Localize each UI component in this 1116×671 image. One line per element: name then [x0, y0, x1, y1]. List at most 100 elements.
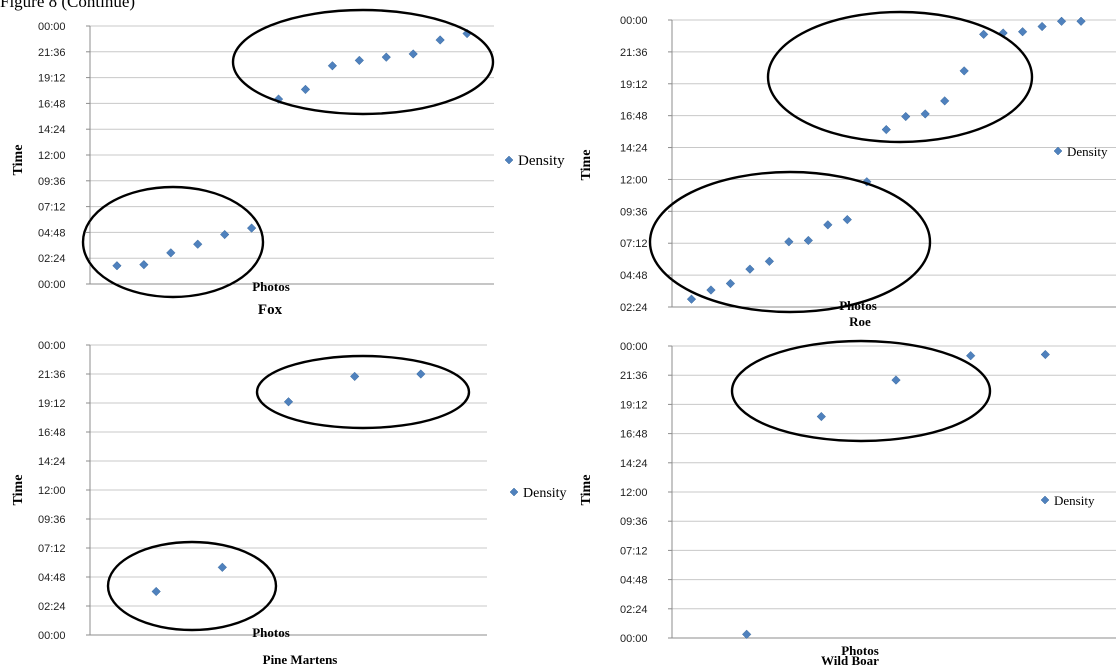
y-tick-label: 16:48 — [38, 427, 66, 439]
data-point — [1056, 16, 1067, 26]
legend-marker — [1040, 495, 1050, 505]
y-tick-label: 07:12 — [38, 202, 66, 214]
y-tick-label: 19:12 — [620, 399, 648, 411]
data-point — [381, 52, 391, 62]
figure-caption: Figure 8 (Continue) — [0, 0, 136, 11]
chart-title: Fox — [258, 302, 283, 318]
y-axis-label: Time — [11, 475, 26, 506]
annotation-ellipse — [766, 10, 1034, 144]
legend-marker — [509, 487, 519, 497]
y-tick-label: 04:48 — [38, 227, 66, 239]
data-point — [842, 214, 852, 225]
x-axis-label: Photos — [252, 625, 290, 640]
data-point — [139, 259, 149, 270]
y-tick-label: 16:48 — [620, 111, 648, 123]
legend-label: Density — [523, 486, 567, 501]
data-point — [686, 294, 697, 304]
data-point — [803, 235, 814, 246]
y-tick-label: 12:00 — [38, 150, 66, 162]
y-tick-label: 00:00 — [38, 340, 66, 352]
data-point — [220, 229, 230, 240]
y-tick-label: 19:12 — [38, 398, 66, 410]
x-axis-label: Photos — [839, 298, 877, 313]
y-tick-label: 07:12 — [620, 545, 648, 557]
data-point — [435, 35, 445, 45]
data-point — [1040, 349, 1050, 360]
annotation-ellipse — [255, 354, 471, 430]
data-point — [408, 49, 418, 59]
data-point — [706, 285, 716, 295]
annotation-ellipse — [81, 185, 265, 299]
y-tick-label: 00:00 — [38, 630, 66, 642]
y-tick-label: 00:00 — [620, 15, 648, 27]
data-point — [327, 61, 338, 71]
annotation-ellipse — [648, 170, 932, 314]
y-tick-label: 07:12 — [620, 238, 648, 250]
data-point — [742, 629, 752, 640]
annotation-ellipse — [106, 540, 278, 632]
chart-title: Roe — [849, 314, 871, 329]
roe-chart: 02:24 04:48 07:12 09:36 12:00 14:24 16:48 19:12… — [579, 10, 1116, 329]
y-tick-label: 14:24 — [38, 124, 66, 136]
data-point — [1017, 27, 1028, 37]
chart-title: Pine Martens — [263, 652, 338, 667]
data-point — [978, 29, 989, 40]
data-point — [959, 66, 969, 76]
y-tick-label: 02:24 — [38, 601, 66, 613]
y-tick-label: 09:36 — [38, 176, 66, 188]
data-point — [940, 96, 950, 106]
data-point — [246, 223, 257, 233]
data-point — [725, 278, 736, 289]
data-point — [354, 55, 364, 66]
data-point — [745, 264, 755, 274]
y-tick-label: 16:48 — [38, 98, 66, 110]
y-axis-label: Time — [11, 145, 26, 176]
y-tick-label: 02:24 — [620, 302, 648, 314]
y-tick-label: 00:00 — [38, 279, 66, 291]
annotation-ellipse — [231, 8, 495, 116]
y-tick-label: 12:00 — [620, 174, 648, 186]
legend-marker — [504, 155, 514, 165]
x-axis-label: Photos — [252, 279, 290, 294]
data-point — [416, 369, 426, 379]
legend-label: Density — [518, 153, 565, 169]
data-point — [966, 351, 976, 361]
annotation-ellipse — [730, 339, 992, 443]
y-tick-label: 04:48 — [38, 572, 66, 584]
y-tick-label: 00:00 — [38, 21, 66, 33]
data-point — [784, 237, 794, 247]
y-tick-label: 21:36 — [620, 47, 648, 59]
data-point — [816, 411, 826, 422]
chart-title: Wild Boar — [821, 653, 879, 668]
y-tick-label: 00:00 — [620, 341, 648, 353]
data-point — [920, 109, 930, 119]
fox-chart: 00:00 02:24 04:48 07:12 09:36 12:00 14:24 16:48… — [11, 8, 565, 318]
y-axis-label: Time — [579, 150, 594, 181]
wild-boar-chart: 00:00 02:24 04:48 07:12 09:36 12:00 14:24 16:48… — [579, 339, 1116, 668]
y-tick-label: 21:36 — [38, 47, 66, 59]
data-point — [300, 84, 311, 95]
data-point — [881, 124, 891, 135]
y-tick-label: 09:36 — [620, 206, 648, 218]
data-point — [217, 562, 227, 572]
x-axis-label: Photos — [841, 643, 879, 658]
data-point — [1037, 21, 1047, 32]
legend-label: Density — [1067, 144, 1108, 159]
y-tick-label: 21:36 — [38, 369, 66, 381]
y-tick-label: 12:00 — [38, 485, 66, 497]
data-point — [283, 397, 294, 407]
y-tick-label: 02:24 — [38, 253, 66, 265]
data-point — [901, 111, 911, 122]
y-tick-label: 07:12 — [38, 543, 66, 555]
data-point — [166, 248, 176, 258]
data-point — [764, 256, 775, 266]
y-tick-label: 12:00 — [620, 487, 648, 499]
y-axis-label: Time — [579, 475, 594, 506]
y-tick-label: 14:24 — [38, 456, 66, 468]
y-tick-label: 09:36 — [620, 516, 648, 528]
data-point — [862, 177, 872, 187]
data-point — [112, 261, 122, 271]
y-tick-label: 14:24 — [620, 143, 648, 155]
y-tick-label: 00:00 — [620, 633, 648, 645]
data-point — [350, 371, 360, 382]
